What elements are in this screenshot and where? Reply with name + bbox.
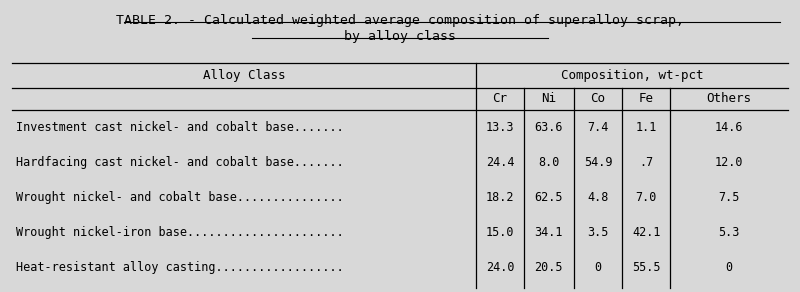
Text: Ni: Ni [542,93,556,105]
Text: Fe: Fe [639,93,654,105]
Text: Wrought nickel-iron base......................: Wrought nickel-iron base................… [16,226,344,239]
Text: Heat-resistant alloy casting..................: Heat-resistant alloy casting............… [16,261,344,274]
Text: 8.0: 8.0 [538,156,559,169]
Text: 63.6: 63.6 [534,121,563,134]
Text: .7: .7 [639,156,654,169]
Text: 24.4: 24.4 [486,156,514,169]
Text: Investment cast nickel- and cobalt base.......: Investment cast nickel- and cobalt base.… [16,121,344,134]
Text: 5.3: 5.3 [718,226,740,239]
Text: 13.3: 13.3 [486,121,514,134]
Text: 14.6: 14.6 [715,121,743,134]
Text: 55.5: 55.5 [632,261,661,274]
Text: Hardfacing cast nickel- and cobalt base.......: Hardfacing cast nickel- and cobalt base.… [16,156,344,169]
Text: 34.1: 34.1 [534,226,563,239]
Text: 15.0: 15.0 [486,226,514,239]
Text: 12.0: 12.0 [715,156,743,169]
Text: Wrought nickel- and cobalt base...............: Wrought nickel- and cobalt base.........… [16,191,344,204]
Text: 3.5: 3.5 [587,226,609,239]
Text: 62.5: 62.5 [534,191,563,204]
Text: Composition, wt-pct: Composition, wt-pct [561,69,703,82]
Text: 54.9: 54.9 [584,156,612,169]
Text: 4.8: 4.8 [587,191,609,204]
Text: 0: 0 [726,261,733,274]
Text: 7.0: 7.0 [636,191,657,204]
Text: by alloy class: by alloy class [344,30,456,43]
Text: Others: Others [706,93,752,105]
Text: 7.5: 7.5 [718,191,740,204]
Text: Co: Co [590,93,606,105]
Text: 1.1: 1.1 [636,121,657,134]
Text: 0: 0 [594,261,602,274]
Text: 20.5: 20.5 [534,261,563,274]
Text: 18.2: 18.2 [486,191,514,204]
Text: Cr: Cr [493,93,507,105]
Text: 7.4: 7.4 [587,121,609,134]
Text: TABLE 2. - Calculated weighted average composition of superalloy scrap,: TABLE 2. - Calculated weighted average c… [116,14,684,27]
Text: 42.1: 42.1 [632,226,661,239]
Text: Alloy Class: Alloy Class [202,69,286,82]
Text: 24.0: 24.0 [486,261,514,274]
